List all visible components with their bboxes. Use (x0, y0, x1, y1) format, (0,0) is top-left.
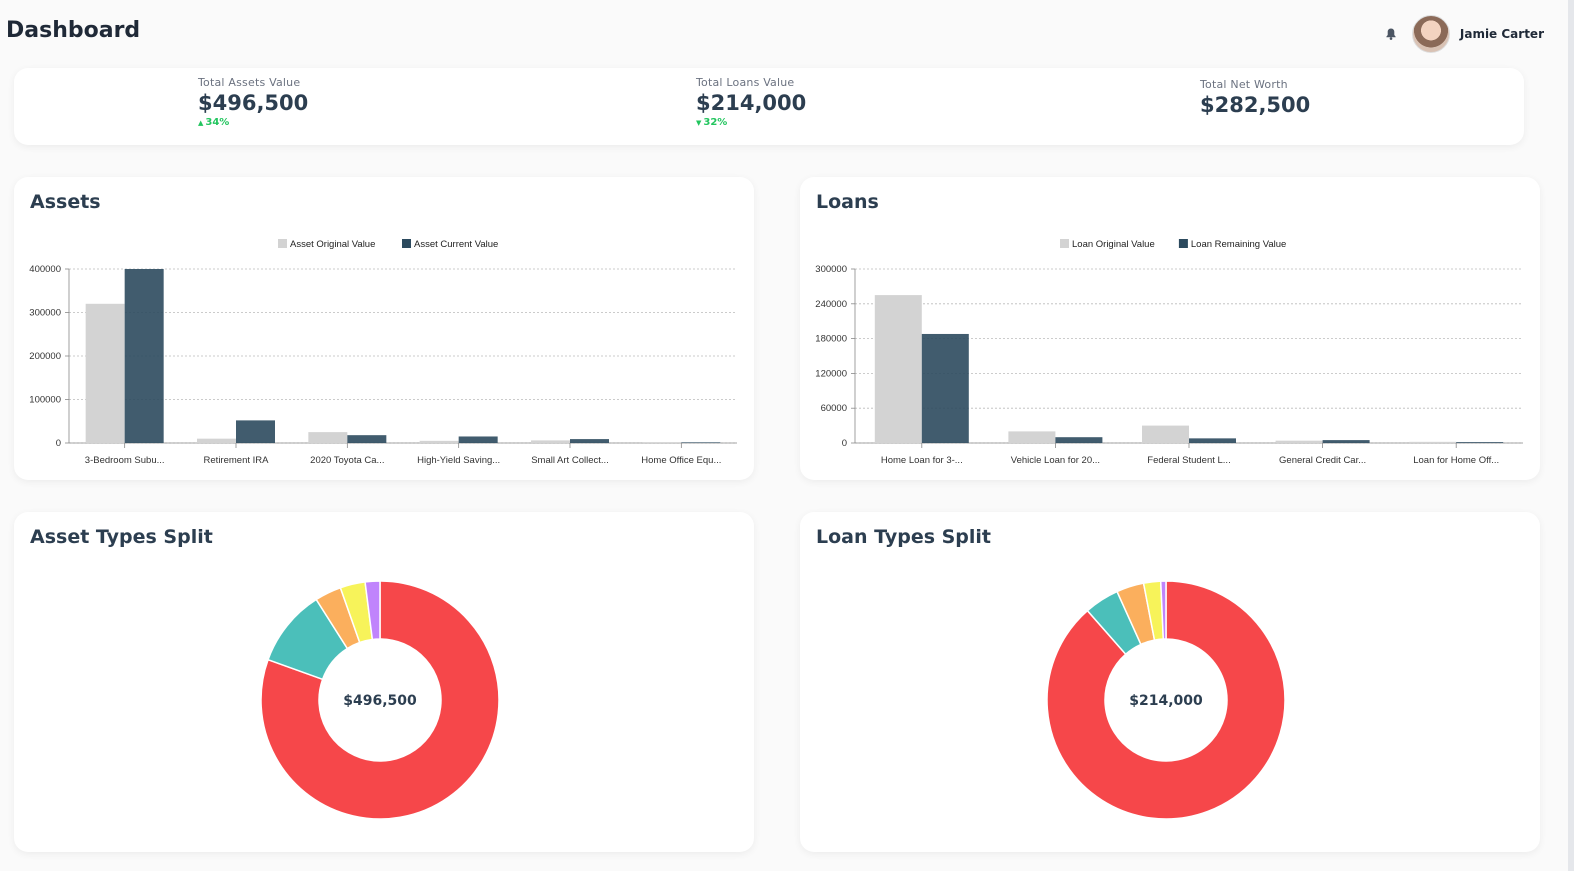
legend-swatch-1 (1060, 239, 1069, 248)
total-assets-change: ▲ 34% (198, 117, 308, 128)
bar-1-5 (1409, 441, 1457, 443)
bell-icon[interactable] (1384, 27, 1398, 41)
loans-bar-chart: Loan Original Value Loan Remaining Value 0… (815, 239, 1523, 466)
total-loans-label: Total Loans Value (696, 76, 795, 89)
bar-1-3 (308, 432, 348, 443)
x-tick-label: Loan for Home Off... (1413, 455, 1499, 466)
loans-title: Loans (816, 191, 879, 213)
loan-types-donut: $214,000 (1046, 580, 1286, 820)
x-tick-label: 3-Bedroom Subu... (85, 455, 165, 466)
bar-1-5 (531, 440, 570, 443)
x-tick-label: Home Loan for 3-... (881, 455, 963, 466)
donut-slice-5 (1159, 580, 1167, 640)
bar-1-2 (1008, 431, 1056, 443)
loan-split-panel: Loan Types Split $214,000 (800, 512, 1540, 852)
asset-split-title: Asset Types Split (30, 526, 213, 548)
arrow-up-icon: ▲ (198, 119, 204, 127)
bar-2-2 (236, 420, 275, 443)
assets-title: Assets (30, 191, 101, 213)
bar-2-6 (681, 442, 721, 443)
bar-2-2 (1055, 437, 1103, 443)
page-title: Dashboard (6, 18, 141, 43)
y-tick-label: 120000 (815, 368, 847, 379)
y-tick-label: 0 (842, 438, 847, 449)
total-assets-value: $496,500 (198, 91, 309, 115)
total-assets-label: Total Assets Value (198, 76, 301, 89)
total-assets-stat: Total Assets Value $496,500 ▲ 34% (198, 76, 308, 128)
x-tick-label: Vehicle Loan for 20... (1011, 455, 1100, 466)
legend-label-2: Asset Current Value (414, 239, 498, 250)
asset-split-panel: Asset Types Split $496,500 (14, 512, 754, 852)
bar-1-6 (642, 442, 682, 443)
bar-2-5 (570, 439, 609, 443)
total-loans-change: ▼ 32% (696, 117, 806, 128)
y-tick-label: 400000 (29, 264, 61, 275)
donut-center-label: $214,000 (1129, 693, 1203, 709)
bar-1-3 (1142, 425, 1189, 443)
assets-panel: Assets Asset Original Value Asset Current… (14, 177, 754, 480)
y-tick-label: 300000 (815, 264, 847, 275)
x-tick-label: Retirement IRA (204, 455, 270, 466)
bar-2-4 (458, 436, 498, 443)
bar-2-4 (1322, 440, 1370, 443)
user-name[interactable]: Jamie Carter (1459, 27, 1544, 41)
asset-types-donut: $496,500 (260, 580, 500, 820)
legend-label-2: Loan Remaining Value (1191, 239, 1286, 250)
legend-label-1: Asset Original Value (290, 239, 375, 250)
net-worth-label: Total Net Worth (1200, 78, 1288, 91)
avatar[interactable] (1411, 15, 1450, 53)
y-tick-label: 240000 (815, 299, 847, 310)
y-tick-label: 0 (56, 438, 61, 449)
y-tick-label: 100000 (29, 395, 61, 406)
y-tick-label: 60000 (821, 403, 847, 414)
net-worth-stat: Total Net Worth $282,500 (1200, 78, 1310, 117)
x-tick-label: 2020 Toyota Ca... (310, 455, 384, 466)
donut-slice-5 (364, 580, 381, 641)
arrow-down-icon: ▼ (696, 119, 702, 127)
y-tick-label: 300000 (29, 308, 61, 319)
legend-swatch-2 (1178, 239, 1188, 248)
summary-card: Total Assets Value $496,500 ▲ 34% Total L… (14, 68, 1524, 145)
x-tick-label: Small Art Collect... (531, 455, 609, 466)
bar-2-1 (921, 333, 969, 443)
donut-center-label: $496,500 (343, 693, 417, 709)
y-tick-label: 180000 (815, 334, 847, 345)
donut-slice-1 (260, 580, 500, 820)
user-area: Jamie Carter (1384, 15, 1544, 53)
x-tick-label: High-Yield Saving... (417, 455, 500, 466)
scrollbar[interactable] (1568, 0, 1574, 871)
total-loans-stat: Total Loans Value $214,000 ▼ 32% (696, 76, 806, 128)
bar-1-4 (419, 440, 459, 443)
bar-1-1 (85, 303, 125, 443)
legend-label-1: Loan Original Value (1072, 239, 1155, 250)
loan-split-title: Loan Types Split (816, 526, 992, 548)
donut-slice-1 (1046, 580, 1286, 820)
bar-1-4 (1275, 440, 1323, 443)
legend-swatch-1 (278, 239, 287, 248)
total-assets-change-value: 34% (205, 117, 230, 128)
bar-1-1 (874, 295, 922, 443)
y-tick-label: 200000 (29, 351, 61, 362)
loans-panel: Loans Loan Original Value Loan Remaining … (800, 177, 1540, 480)
net-worth-value: $282,500 (1200, 93, 1311, 117)
bar-1-2 (197, 438, 236, 443)
assets-bar-chart: Asset Original Value Asset Current Value 0… (29, 239, 737, 466)
total-loans-change-value: 32% (703, 117, 728, 128)
x-tick-label: Federal Student L... (1147, 455, 1230, 466)
bar-2-3 (347, 435, 387, 443)
total-loans-value: $214,000 (696, 91, 807, 115)
x-tick-label: General Credit Car... (1279, 455, 1366, 466)
x-tick-label: Home Office Equ... (641, 455, 721, 466)
bar-2-3 (1189, 438, 1236, 443)
bar-2-5 (1456, 442, 1504, 443)
bar-2-1 (124, 269, 164, 443)
legend-swatch-2 (402, 239, 411, 248)
